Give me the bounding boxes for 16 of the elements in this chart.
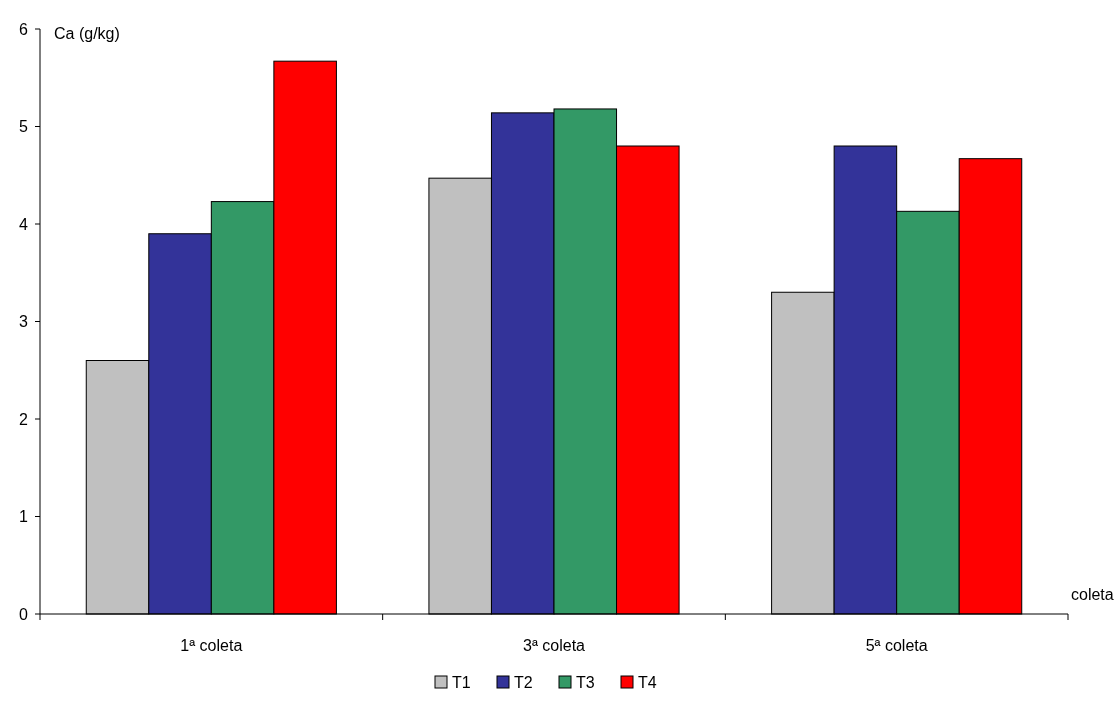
y-tick-label: 3 [19,313,29,331]
x-tick-label: 1ª coleta [180,637,243,654]
y-tick-label: 1 [19,508,29,526]
legend-label: T4 [638,673,657,691]
y-tick-label: 0 [19,605,29,623]
legend-label: T3 [576,673,595,691]
x-axis-title: coleta [1071,586,1114,603]
legend-label: T2 [514,673,533,691]
y-axis-title: Ca (g/kg) [54,24,120,42]
y-tick-label: 4 [19,215,29,233]
x-tick-label: 3ª coleta [523,637,586,654]
x-tick-label: 5ª coleta [865,637,928,654]
legend-label: T1 [452,673,471,691]
y-tick-label: 2 [19,410,29,428]
y-tick-label: 6 [19,20,29,38]
y-tick-label: 5 [19,118,29,136]
